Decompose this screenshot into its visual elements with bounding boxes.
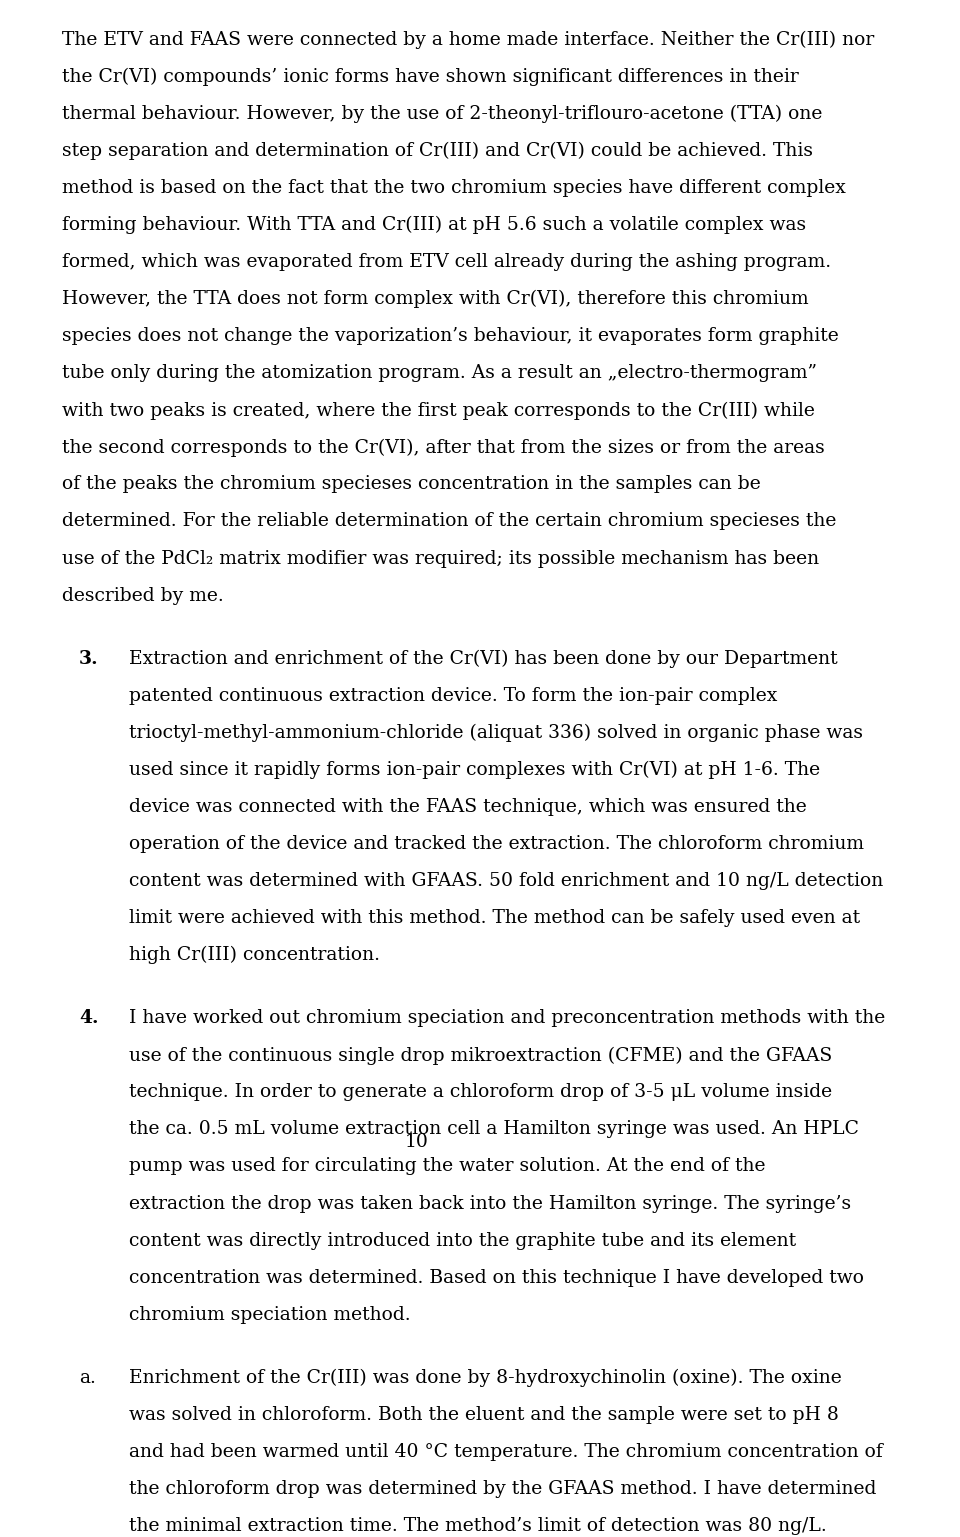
Text: 4.: 4. <box>79 1010 99 1027</box>
Text: of the peaks the chromium specieses concentration in the samples can be: of the peaks the chromium specieses conc… <box>62 475 761 493</box>
Text: pump was used for circulating the water solution. At the end of the: pump was used for circulating the water … <box>129 1157 765 1176</box>
Text: was solved in chloroform. Both the eluent and the sample were set to pH 8: was solved in chloroform. Both the eluen… <box>129 1406 839 1423</box>
Text: step separation and determination of Cr(III) and Cr(VI) could be achieved. This: step separation and determination of Cr(… <box>62 141 813 160</box>
Text: high Cr(III) concentration.: high Cr(III) concentration. <box>129 947 380 964</box>
Text: formed, which was evaporated from ETV cell already during the ashing program.: formed, which was evaporated from ETV ce… <box>62 254 831 271</box>
Text: 10: 10 <box>404 1133 428 1151</box>
Text: the ca. 0.5 mL volume extraction cell a Hamilton syringe was used. An HPLC: the ca. 0.5 mL volume extraction cell a … <box>129 1120 859 1139</box>
Text: tube only during the atomization program. As a result an „electro-thermogram”: tube only during the atomization program… <box>62 364 817 383</box>
Text: However, the TTA does not form complex with Cr(VI), therefore this chromium: However, the TTA does not form complex w… <box>62 290 809 309</box>
Text: The ETV and FAAS were connected by a home made interface. Neither the Cr(III) no: The ETV and FAAS were connected by a hom… <box>62 31 875 49</box>
Text: method is based on the fact that the two chromium species have different complex: method is based on the fact that the two… <box>62 178 847 197</box>
Text: with two peaks is created, where the first peak corresponds to the Cr(III) while: with two peaks is created, where the fir… <box>62 401 815 420</box>
Text: Enrichment of the Cr(III) was done by 8-hydroxychinolin (oxine). The oxine: Enrichment of the Cr(III) was done by 8-… <box>129 1369 842 1386</box>
Text: limit were achieved with this method. The method can be safely used even at: limit were achieved with this method. Th… <box>129 908 860 927</box>
Text: operation of the device and tracked the extraction. The chloroform chromium: operation of the device and tracked the … <box>129 835 864 853</box>
Text: Extraction and enrichment of the Cr(VI) has been done by our Department: Extraction and enrichment of the Cr(VI) … <box>129 650 838 669</box>
Text: 3.: 3. <box>79 650 99 667</box>
Text: chromium speciation method.: chromium speciation method. <box>129 1306 411 1323</box>
Text: the chloroform drop was determined by the GFAAS method. I have determined: the chloroform drop was determined by th… <box>129 1480 876 1499</box>
Text: forming behaviour. With TTA and Cr(III) at pH 5.6 such a volatile complex was: forming behaviour. With TTA and Cr(III) … <box>62 215 806 234</box>
Text: the Cr(VI) compounds’ ionic forms have shown significant differences in their: the Cr(VI) compounds’ ionic forms have s… <box>62 68 799 86</box>
Text: patented continuous extraction device. To form the ion-pair complex: patented continuous extraction device. T… <box>129 687 778 705</box>
Text: device was connected with the FAAS technique, which was ensured the: device was connected with the FAAS techn… <box>129 798 806 816</box>
Text: I have worked out chromium speciation and preconcentration methods with the: I have worked out chromium speciation an… <box>129 1010 885 1027</box>
Text: concentration was determined. Based on this technique I have developed two: concentration was determined. Based on t… <box>129 1268 864 1286</box>
Text: used since it rapidly forms ion-pair complexes with Cr(VI) at pH 1-6. The: used since it rapidly forms ion-pair com… <box>129 761 820 779</box>
Text: use of the PdCl₂ matrix modifier was required; its possible mechanism has been: use of the PdCl₂ matrix modifier was req… <box>62 550 820 567</box>
Text: trioctyl-methyl-ammonium-chloride (aliquat 336) solved in organic phase was: trioctyl-methyl-ammonium-chloride (aliqu… <box>129 724 863 742</box>
Text: the minimal extraction time. The method’s limit of detection was 80 ng/L.: the minimal extraction time. The method’… <box>129 1517 827 1535</box>
Text: content was directly introduced into the graphite tube and its element: content was directly introduced into the… <box>129 1231 796 1250</box>
Text: the second corresponds to the Cr(VI), after that from the sizes or from the area: the second corresponds to the Cr(VI), af… <box>62 438 826 456</box>
Text: and had been warmed until 40 °C temperature. The chromium concentration of: and had been warmed until 40 °C temperat… <box>129 1443 883 1462</box>
Text: species does not change the vaporization’s behaviour, it evaporates form graphit: species does not change the vaporization… <box>62 327 839 346</box>
Text: thermal behaviour. However, by the use of 2-theonyl-triflouro-acetone (TTA) one: thermal behaviour. However, by the use o… <box>62 105 823 123</box>
Text: use of the continuous single drop mikroextraction (CFME) and the GFAAS: use of the continuous single drop mikroe… <box>129 1047 832 1065</box>
Text: described by me.: described by me. <box>62 587 225 604</box>
Text: determined. For the reliable determination of the certain chromium specieses the: determined. For the reliable determinati… <box>62 512 837 530</box>
Text: technique. In order to generate a chloroform drop of 3-5 μL volume inside: technique. In order to generate a chloro… <box>129 1084 832 1102</box>
Text: a.: a. <box>79 1369 96 1386</box>
Text: extraction the drop was taken back into the Hamilton syringe. The syringe’s: extraction the drop was taken back into … <box>129 1194 852 1213</box>
Text: content was determined with GFAAS. 50 fold enrichment and 10 ng/L detection: content was determined with GFAAS. 50 fo… <box>129 871 883 890</box>
